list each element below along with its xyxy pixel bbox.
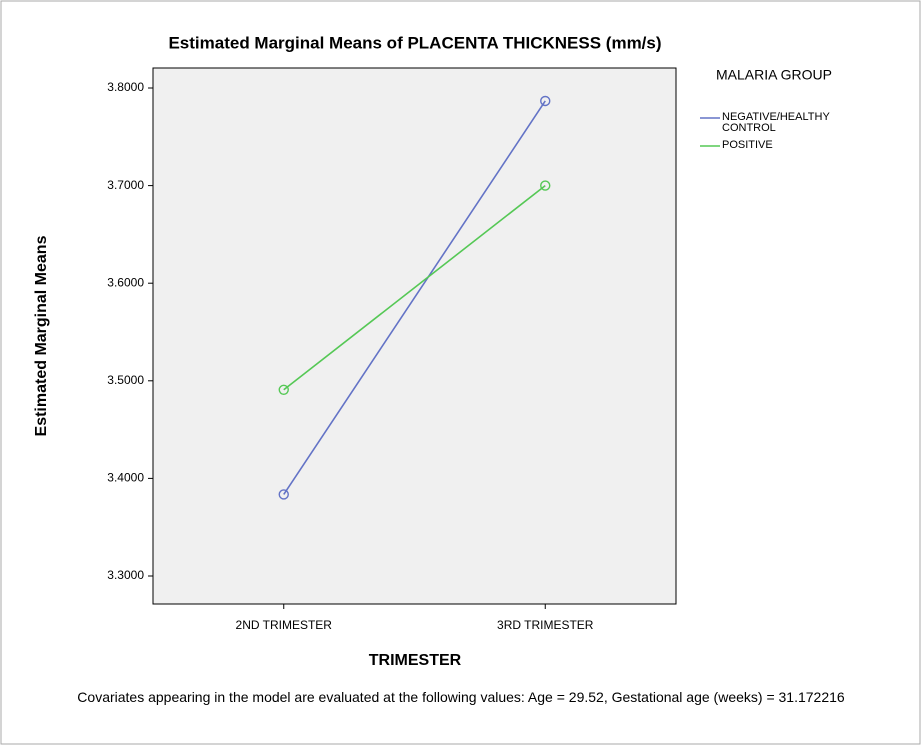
y-tick-label: 3.8000 bbox=[107, 80, 144, 94]
point-marker bbox=[278, 384, 289, 395]
legend-label: POSITIVE bbox=[722, 139, 773, 151]
series-line bbox=[283, 184, 546, 391]
x-axis-label: TRIMESTER bbox=[369, 652, 462, 669]
point-marker bbox=[540, 180, 551, 191]
series-line bbox=[283, 100, 546, 495]
y-tick-label: 3.6000 bbox=[107, 275, 144, 289]
legend-title: MALARIA GROUP bbox=[716, 67, 832, 83]
y-tick-label: 3.5000 bbox=[107, 373, 144, 387]
y-tick-label: 3.3000 bbox=[107, 568, 144, 582]
y-tick-label: 3.4000 bbox=[107, 471, 144, 485]
legend-label: NEGATIVE/HEALTHY CONTROL bbox=[722, 111, 830, 134]
point-marker bbox=[540, 95, 551, 107]
point-marker bbox=[278, 489, 289, 500]
chart-title: Estimated Marginal Means of PLACENTA THI… bbox=[168, 33, 661, 52]
x-tick-label: 3RD TRIMESTER bbox=[497, 618, 594, 632]
y-tick-label: 3.7000 bbox=[107, 178, 144, 192]
y-axis-label: Estimated Marginal Means bbox=[33, 235, 50, 436]
x-tick-label: 2ND TRIMESTER bbox=[236, 618, 333, 632]
plot-area bbox=[152, 67, 677, 605]
footnote: Covariates appearing in the model are ev… bbox=[77, 689, 845, 705]
